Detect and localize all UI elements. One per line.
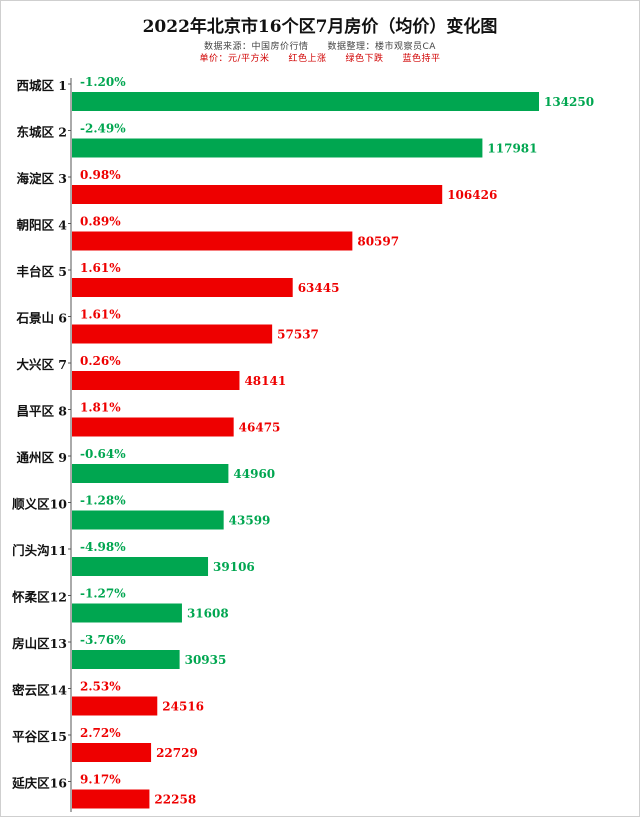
category-label: 西城区 1 bbox=[16, 78, 67, 93]
category-label: 朝阳区 4 bbox=[16, 218, 67, 233]
change-label: -1.28% bbox=[80, 494, 126, 508]
bar bbox=[72, 417, 234, 437]
value-label: 22729 bbox=[156, 746, 198, 760]
change-label: 1.81% bbox=[80, 401, 121, 415]
legend-note: 单价：元/平方米 红色上涨 绿色下跌 蓝色持平 bbox=[199, 54, 441, 64]
bar bbox=[72, 278, 293, 297]
bar bbox=[72, 231, 353, 251]
change-label: 0.89% bbox=[80, 215, 121, 229]
value-label: 46475 bbox=[239, 421, 281, 435]
value-label: 63445 bbox=[298, 281, 340, 295]
change-label: -1.27% bbox=[80, 587, 126, 601]
value-label: 43599 bbox=[229, 514, 271, 528]
category-label: 延庆区16 bbox=[11, 776, 67, 791]
category-label: 昌平区 8 bbox=[16, 404, 67, 419]
category-label: 房山区13 bbox=[12, 636, 67, 651]
value-label: 57537 bbox=[277, 328, 319, 342]
change-label: 9.17% bbox=[80, 773, 121, 787]
value-label: 31608 bbox=[187, 607, 229, 621]
value-label: 106426 bbox=[447, 188, 497, 202]
bar bbox=[72, 743, 152, 762]
bar bbox=[72, 464, 229, 483]
change-label: -3.76% bbox=[80, 633, 126, 647]
value-label: 24516 bbox=[162, 700, 204, 714]
bar bbox=[72, 185, 443, 204]
bar bbox=[72, 510, 224, 530]
bar bbox=[72, 696, 158, 716]
value-label: 80597 bbox=[357, 235, 399, 249]
value-label: 22258 bbox=[154, 793, 196, 807]
bar bbox=[72, 650, 180, 669]
category-label: 海淀区 3 bbox=[16, 171, 67, 186]
bar bbox=[72, 789, 150, 809]
change-label: -1.20% bbox=[80, 75, 126, 89]
category-label: 丰台区 5 bbox=[16, 264, 67, 279]
bar bbox=[72, 324, 273, 344]
change-label: -2.49% bbox=[80, 122, 126, 136]
data-source-note: 数据来源：中国房价行情 数据整理：楼市观察员CA bbox=[204, 42, 436, 52]
value-label: 30935 bbox=[185, 653, 227, 667]
category-label: 怀柔区12 bbox=[12, 590, 67, 605]
value-label: 134250 bbox=[544, 95, 594, 109]
category-label: 平谷区15 bbox=[12, 729, 67, 744]
bar bbox=[72, 92, 539, 111]
bar bbox=[72, 138, 483, 158]
category-label: 通州区 9 bbox=[16, 450, 67, 465]
change-label: 0.26% bbox=[80, 354, 121, 368]
category-label: 顺义区10 bbox=[12, 497, 67, 512]
value-label: 48141 bbox=[244, 374, 286, 388]
bar bbox=[72, 371, 240, 390]
value-label: 117981 bbox=[487, 142, 537, 156]
bar bbox=[72, 557, 209, 576]
value-label: 39106 bbox=[213, 560, 255, 574]
change-label: 1.61% bbox=[80, 261, 121, 275]
category-label: 门头沟11 bbox=[12, 543, 67, 558]
change-label: -4.98% bbox=[80, 540, 126, 554]
category-label: 石景山 6 bbox=[15, 311, 67, 326]
category-label: 东城区 2 bbox=[16, 125, 67, 140]
bar bbox=[72, 603, 182, 623]
change-label: -0.64% bbox=[80, 447, 126, 461]
value-label: 44960 bbox=[233, 467, 275, 481]
change-label: 2.72% bbox=[80, 726, 121, 740]
category-label: 密云区14 bbox=[11, 683, 67, 698]
category-label: 大兴区 7 bbox=[16, 357, 67, 372]
chart-title: 2022年北京市16个区7月房价（均价）变化图 bbox=[142, 17, 498, 37]
change-label: 2.53% bbox=[80, 680, 121, 694]
change-label: 1.61% bbox=[80, 308, 121, 322]
change-label: 0.98% bbox=[80, 168, 121, 182]
